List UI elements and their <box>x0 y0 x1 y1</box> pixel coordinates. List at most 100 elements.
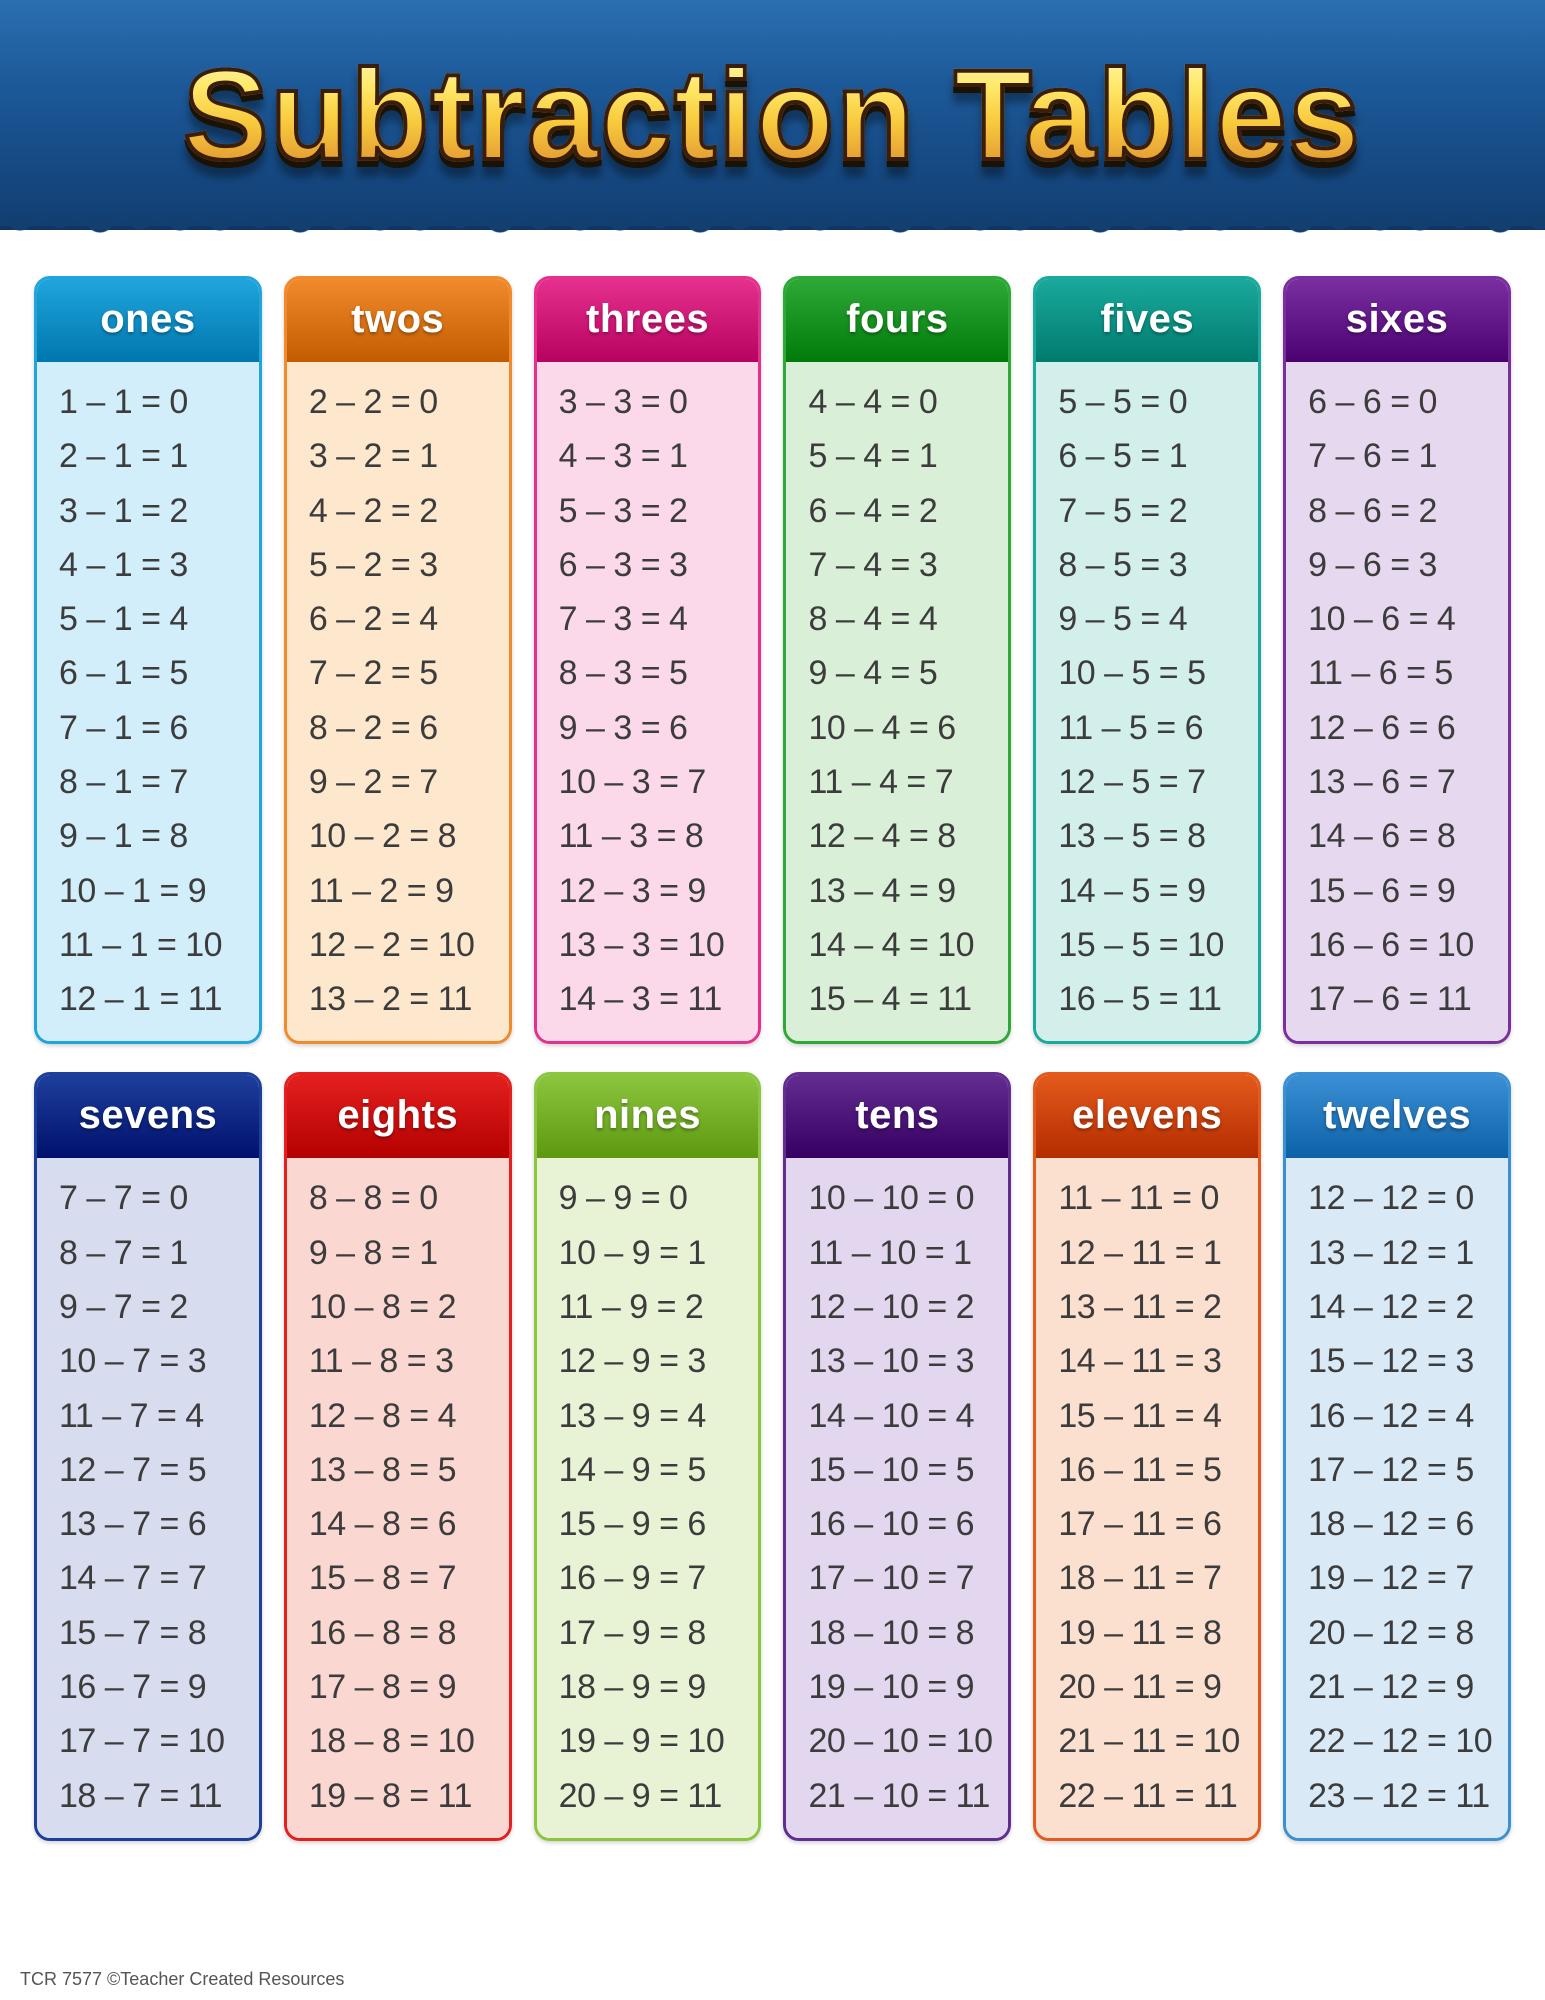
table-row: 14 – 12 = 2 <box>1308 1287 1498 1327</box>
table-row: 19 – 9 = 10 <box>559 1721 749 1761</box>
table-row: 18 – 12 = 6 <box>1308 1504 1498 1544</box>
table-row: 16 – 6 = 10 <box>1308 925 1498 965</box>
table-row: 14 – 10 = 4 <box>808 1396 998 1436</box>
table-row: 1 – 1 = 0 <box>59 382 249 422</box>
table-row: 18 – 10 = 8 <box>808 1613 998 1653</box>
table-row: 2 – 2 = 0 <box>309 382 499 422</box>
page-title: Subtraction Tables <box>183 42 1362 189</box>
table-row: 15 – 12 = 3 <box>1308 1341 1498 1381</box>
table-row: 15 – 10 = 5 <box>808 1450 998 1490</box>
table-row: 8 – 5 = 3 <box>1058 545 1248 585</box>
table-row: 16 – 7 = 9 <box>59 1667 249 1707</box>
table-header: ones <box>37 279 259 362</box>
table-row: 3 – 3 = 0 <box>559 382 749 422</box>
table-row: 10 – 8 = 2 <box>309 1287 499 1327</box>
table-row: 4 – 2 = 2 <box>309 491 499 531</box>
table-row: 16 – 9 = 7 <box>559 1558 749 1598</box>
table-row: 6 – 3 = 3 <box>559 545 749 585</box>
table-row: 13 – 7 = 6 <box>59 1504 249 1544</box>
table-header: eights <box>287 1075 509 1158</box>
table-header: twelves <box>1286 1075 1508 1158</box>
table-row: 11 – 1 = 10 <box>59 925 249 965</box>
table-card-twelves: twelves12 – 12 = 013 – 12 = 114 – 12 = 2… <box>1283 1072 1511 1840</box>
table-row: 21 – 12 = 9 <box>1308 1667 1498 1707</box>
table-row: 10 – 1 = 9 <box>59 871 249 911</box>
table-row: 16 – 10 = 6 <box>808 1504 998 1544</box>
table-row: 19 – 10 = 9 <box>808 1667 998 1707</box>
table-row: 5 – 5 = 0 <box>1058 382 1248 422</box>
table-card-fours: fours4 – 4 = 05 – 4 = 16 – 4 = 27 – 4 = … <box>783 276 1011 1044</box>
table-row: 2 – 1 = 1 <box>59 436 249 476</box>
table-row: 13 – 8 = 5 <box>309 1450 499 1490</box>
table-row: 23 – 12 = 11 <box>1308 1776 1498 1816</box>
table-row: 11 – 9 = 2 <box>559 1287 749 1327</box>
table-header: threes <box>537 279 759 362</box>
table-card-sevens: sevens7 – 7 = 08 – 7 = 19 – 7 = 210 – 7 … <box>34 1072 262 1840</box>
table-row: 7 – 1 = 6 <box>59 708 249 748</box>
table-row: 5 – 2 = 3 <box>309 545 499 585</box>
table-row: 12 – 5 = 7 <box>1058 762 1248 802</box>
table-row: 13 – 4 = 9 <box>808 871 998 911</box>
table-row: 18 – 8 = 10 <box>309 1721 499 1761</box>
table-row: 8 – 4 = 4 <box>808 599 998 639</box>
table-row: 10 – 4 = 6 <box>808 708 998 748</box>
table-row: 20 – 12 = 8 <box>1308 1613 1498 1653</box>
table-row: 6 – 5 = 1 <box>1058 436 1248 476</box>
table-row: 21 – 10 = 11 <box>808 1776 998 1816</box>
table-row: 14 – 5 = 9 <box>1058 871 1248 911</box>
table-row: 8 – 8 = 0 <box>309 1178 499 1218</box>
table-body: 11 – 11 = 012 – 11 = 113 – 11 = 214 – 11… <box>1036 1158 1258 1837</box>
table-row: 15 – 9 = 6 <box>559 1504 749 1544</box>
table-row: 18 – 9 = 9 <box>559 1667 749 1707</box>
table-row: 9 – 6 = 3 <box>1308 545 1498 585</box>
table-card-ones: ones1 – 1 = 02 – 1 = 13 – 1 = 24 – 1 = 3… <box>34 276 262 1044</box>
table-body: 2 – 2 = 03 – 2 = 14 – 2 = 25 – 2 = 36 – … <box>287 362 509 1041</box>
table-row: 10 – 7 = 3 <box>59 1341 249 1381</box>
table-row: 8 – 1 = 7 <box>59 762 249 802</box>
table-row: 19 – 11 = 8 <box>1058 1613 1248 1653</box>
table-row: 9 – 1 = 8 <box>59 816 249 856</box>
table-row: 5 – 3 = 2 <box>559 491 749 531</box>
table-row: 12 – 8 = 4 <box>309 1396 499 1436</box>
table-row: 7 – 2 = 5 <box>309 653 499 693</box>
table-row: 20 – 10 = 10 <box>808 1721 998 1761</box>
table-row: 6 – 4 = 2 <box>808 491 998 531</box>
table-row: 13 – 10 = 3 <box>808 1341 998 1381</box>
table-body: 3 – 3 = 04 – 3 = 15 – 3 = 26 – 3 = 37 – … <box>537 362 759 1041</box>
table-body: 1 – 1 = 02 – 1 = 13 – 1 = 24 – 1 = 35 – … <box>37 362 259 1041</box>
table-header: nines <box>537 1075 759 1158</box>
table-row: 7 – 5 = 2 <box>1058 491 1248 531</box>
table-body: 8 – 8 = 0 9 – 8 = 1 10 – 8 = 2 11 – 8 = 3 12… <box>287 1158 509 1837</box>
table-row: 13 – 6 = 7 <box>1308 762 1498 802</box>
table-row: 11 – 8 = 3 <box>309 1341 499 1381</box>
table-row: 14 – 7 = 7 <box>59 1558 249 1598</box>
table-card-nines: nines9 – 9 = 010 – 9 = 111 – 9 = 212 – 9… <box>534 1072 762 1840</box>
table-row: 12 – 1 = 11 <box>59 979 249 1019</box>
table-row: 16 – 11 = 5 <box>1058 1450 1248 1490</box>
table-header: sixes <box>1286 279 1508 362</box>
table-row: 10 – 9 = 1 <box>559 1233 749 1273</box>
table-row: 9 – 5 = 4 <box>1058 599 1248 639</box>
table-row: 10 – 6 = 4 <box>1308 599 1498 639</box>
table-row: 8 – 3 = 5 <box>559 653 749 693</box>
table-row: 13 – 11 = 2 <box>1058 1287 1248 1327</box>
table-row: 17 – 9 = 8 <box>559 1613 749 1653</box>
table-row: 12 – 10 = 2 <box>808 1287 998 1327</box>
table-header: elevens <box>1036 1075 1258 1158</box>
table-row: 7 – 4 = 3 <box>808 545 998 585</box>
table-card-elevens: elevens11 – 11 = 012 – 11 = 113 – 11 = 2… <box>1033 1072 1261 1840</box>
table-card-eights: eights 8 – 8 = 0 9 – 8 = 1 10 – 8 = 2 11 – 8… <box>284 1072 512 1840</box>
tables-grid: ones1 – 1 = 02 – 1 = 13 – 1 = 24 – 1 = 3… <box>0 230 1545 1859</box>
table-row: 11 – 11 = 0 <box>1058 1178 1248 1218</box>
table-header: tens <box>786 1075 1008 1158</box>
table-row: 12 – 2 = 10 <box>309 925 499 965</box>
table-row: 15 – 4 = 11 <box>808 979 998 1019</box>
table-row: 4 – 1 = 3 <box>59 545 249 585</box>
table-row: 15 – 6 = 9 <box>1308 871 1498 911</box>
table-row: 5 – 1 = 4 <box>59 599 249 639</box>
table-row: 12 – 9 = 3 <box>559 1341 749 1381</box>
table-row: 9 – 4 = 5 <box>808 653 998 693</box>
table-row: 9 – 8 = 1 <box>309 1233 499 1273</box>
table-row: 17 – 12 = 5 <box>1308 1450 1498 1490</box>
table-card-threes: threes3 – 3 = 04 – 3 = 15 – 3 = 26 – 3 =… <box>534 276 762 1044</box>
